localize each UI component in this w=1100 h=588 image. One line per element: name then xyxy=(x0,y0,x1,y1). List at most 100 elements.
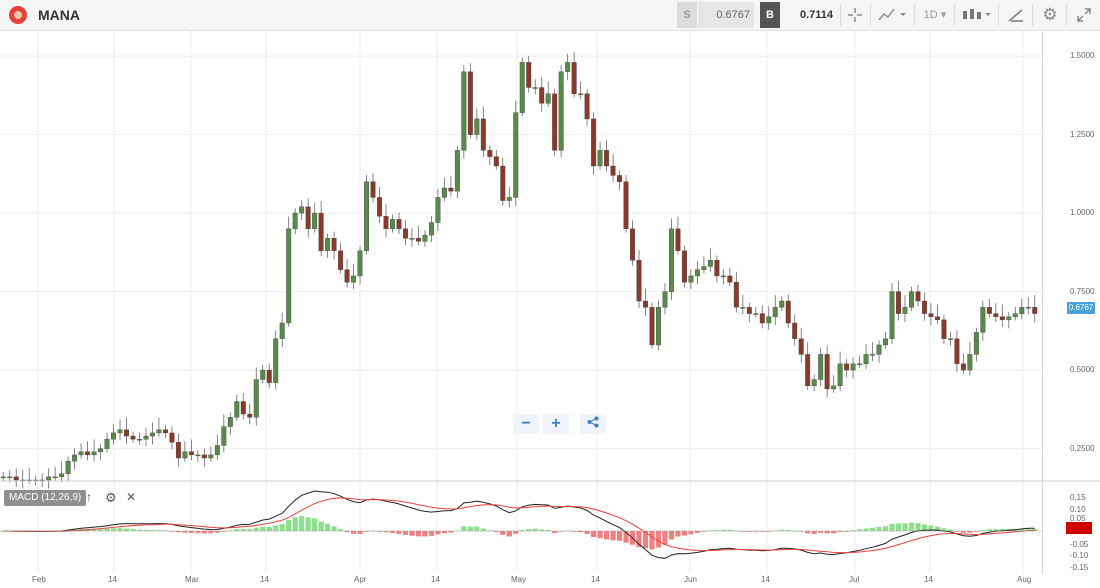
macd-histogram-bar xyxy=(850,530,856,531)
candle xyxy=(7,476,13,479)
candle xyxy=(273,338,279,383)
macd-histogram-bar xyxy=(649,531,655,550)
zoom-out-button[interactable]: − xyxy=(513,414,539,434)
separator xyxy=(870,4,871,26)
candlestick-icon[interactable] xyxy=(958,2,996,28)
macd-histogram-bar xyxy=(636,531,642,548)
candle xyxy=(902,307,908,314)
candle xyxy=(571,62,577,94)
macd-histogram-bar xyxy=(422,531,428,537)
candle xyxy=(766,316,772,324)
candle xyxy=(753,313,759,315)
candle xyxy=(130,435,136,440)
macd-histogram-bar xyxy=(221,531,227,532)
y-tick-label: 1.5000 xyxy=(1070,51,1095,61)
macd-tick: 0.15 xyxy=(1070,493,1086,502)
macd-histogram-bar xyxy=(993,528,999,531)
macd-histogram-bar xyxy=(1025,528,1031,531)
macd-histogram-bar xyxy=(876,526,882,531)
candle xyxy=(720,275,726,278)
candle xyxy=(13,476,19,481)
candles xyxy=(0,52,1038,489)
line-chart-icon[interactable] xyxy=(874,2,912,28)
share-button[interactable] xyxy=(580,414,606,434)
draw-icon[interactable] xyxy=(1002,2,1030,28)
candle xyxy=(785,300,791,324)
macd-histogram-bar xyxy=(934,526,941,531)
candle xyxy=(454,150,460,192)
macd-histogram-bar xyxy=(597,531,603,539)
macd-histogram-bar xyxy=(305,517,311,531)
y-tick-label: 0.2500 xyxy=(1070,443,1095,453)
macd-histogram-bar xyxy=(863,528,869,531)
macd-histogram-bar xyxy=(655,531,662,548)
buy-price[interactable]: 0.7114 xyxy=(799,9,833,21)
y-tick-label: 0.5000 xyxy=(1070,365,1095,375)
buy-label[interactable]: B xyxy=(760,2,780,28)
macd-indicator-label[interactable]: MACD (12,26,9) xyxy=(4,490,87,506)
macd-tick: -0.15 xyxy=(1070,563,1089,572)
macd-histogram-bar xyxy=(740,531,746,532)
separator xyxy=(840,4,841,26)
candle xyxy=(448,187,454,192)
candle xyxy=(409,238,415,240)
crosshair-icon[interactable] xyxy=(842,2,868,28)
candle xyxy=(558,71,564,151)
macd-histogram-bar xyxy=(182,531,188,533)
candle xyxy=(552,93,558,151)
macd-histogram-bar xyxy=(688,531,694,535)
macd-tick: 0.10 xyxy=(1070,505,1086,514)
macd-histogram-bar xyxy=(603,531,610,540)
candle xyxy=(72,454,78,462)
close-icon[interactable]: ✕ xyxy=(126,490,137,504)
macd-histogram-bar xyxy=(908,522,915,531)
candle xyxy=(1032,307,1038,314)
candle xyxy=(519,62,525,113)
candle xyxy=(325,238,331,251)
timeframe-select[interactable]: 1D ▾ xyxy=(918,2,952,28)
macd-histogram-bar xyxy=(675,531,681,537)
move-up-icon[interactable]: ↑ xyxy=(86,490,92,504)
macd-histogram-bar xyxy=(389,531,396,533)
macd-histogram-bar xyxy=(474,526,480,531)
macd-histogram-bar xyxy=(299,516,305,531)
macd-histogram-bar xyxy=(396,531,402,534)
macd-histogram-bar xyxy=(363,531,370,532)
sell-label[interactable]: S xyxy=(677,2,697,28)
sell-price[interactable]: 0.6767 xyxy=(698,2,754,28)
candle xyxy=(175,442,181,459)
expand-icon[interactable] xyxy=(1070,2,1098,28)
candle xyxy=(493,156,499,167)
candle xyxy=(746,307,752,314)
candle xyxy=(967,354,973,371)
candle xyxy=(370,181,376,198)
candle xyxy=(52,476,58,479)
macd-histogram-bar xyxy=(312,518,318,531)
macd-histogram-bar xyxy=(941,528,947,531)
share-icon xyxy=(587,416,599,428)
macd-histogram-bar xyxy=(701,531,707,532)
grid xyxy=(0,31,1042,572)
gear-icon[interactable]: ⚙ xyxy=(1042,5,1058,24)
macd-histogram-bar xyxy=(714,530,720,531)
candle xyxy=(532,87,538,89)
macd-histogram-bar xyxy=(779,529,785,531)
candle xyxy=(973,332,979,355)
candle xyxy=(137,438,142,441)
macd-histogram-bar xyxy=(856,529,863,531)
macd-histogram-bar xyxy=(175,531,182,533)
chart-canvas[interactable] xyxy=(0,31,1100,588)
indicator-settings-icon[interactable]: ⚙ xyxy=(105,490,117,505)
toolbar: MANA S 0.6767 B 0.7114 1D ▾ ⚙ xyxy=(0,0,1100,31)
macd-histogram-bar xyxy=(818,531,824,533)
candle xyxy=(643,300,648,308)
candle xyxy=(305,206,311,230)
macd-histogram-bar xyxy=(831,531,837,534)
macd-histogram-bar xyxy=(967,531,973,533)
candle xyxy=(1006,316,1012,321)
macd-axis-divider xyxy=(1042,482,1043,574)
x-tick-label: 14 xyxy=(924,575,933,584)
candle xyxy=(506,197,512,201)
zoom-in-button[interactable]: + xyxy=(543,414,569,434)
candle xyxy=(338,250,344,270)
